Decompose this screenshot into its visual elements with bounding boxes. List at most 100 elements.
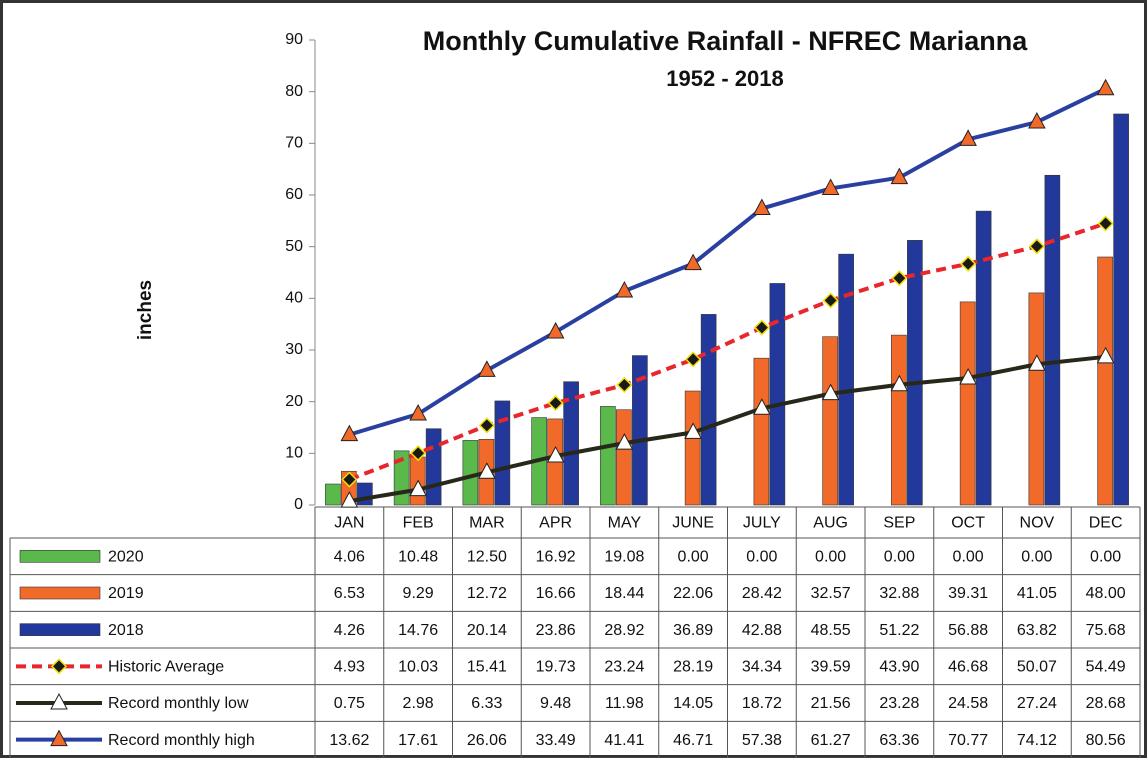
line-marker — [546, 445, 565, 463]
table-value: 0.75 — [334, 695, 365, 712]
line-marker — [821, 383, 840, 401]
table-value: 43.90 — [879, 659, 919, 676]
bar — [907, 240, 923, 506]
table-value: 14.05 — [673, 695, 713, 712]
line-marker — [753, 319, 770, 336]
table-value: 0.00 — [953, 549, 984, 566]
legend-key — [19, 586, 101, 600]
line-marker — [1096, 346, 1115, 364]
y-tick-label: 80 — [285, 83, 303, 100]
table-value: 0.00 — [746, 549, 777, 566]
table-value: 32.88 — [879, 585, 919, 602]
table-value: 24.58 — [948, 695, 988, 712]
line-marker — [478, 360, 496, 377]
legend-marker — [50, 658, 68, 675]
x-tick-label: FEB — [403, 515, 434, 532]
legend-marker — [50, 729, 68, 747]
chart-title: Monthly Cumulative Rainfall - NFREC Mari… — [423, 26, 1029, 56]
table-value: 56.88 — [948, 622, 988, 639]
bar — [494, 400, 511, 506]
bar — [357, 482, 373, 506]
table-value: 36.89 — [673, 622, 713, 639]
line-marker — [340, 424, 359, 442]
bar — [838, 253, 854, 506]
table-value: 14.76 — [398, 622, 438, 639]
legend-label: 2020 — [108, 549, 144, 566]
line-marker — [822, 292, 839, 309]
line-marker — [478, 417, 495, 434]
legend-label: 2018 — [108, 622, 144, 639]
table-value: 48.00 — [1086, 585, 1126, 602]
table-value: 6.33 — [471, 695, 502, 712]
table-value: 32.57 — [811, 585, 851, 602]
line — [349, 354, 1106, 504]
table-value: 4.06 — [334, 549, 365, 566]
table-value: 63.36 — [879, 732, 919, 749]
line-marker — [960, 255, 977, 272]
table-value: 54.49 — [1086, 659, 1126, 676]
table-value: 46.71 — [673, 732, 713, 749]
table-value: 4.93 — [334, 659, 365, 676]
line-marker — [616, 376, 633, 393]
bar — [325, 483, 341, 506]
y-tick-label: 0 — [294, 496, 303, 513]
table-value: 26.06 — [467, 732, 507, 749]
table-value: 19.73 — [536, 659, 576, 676]
line-marker — [615, 433, 634, 450]
table-value: 13.62 — [329, 732, 369, 749]
table-value: 50.07 — [1017, 659, 1057, 676]
line-marker — [340, 491, 359, 508]
table-value: 33.49 — [536, 732, 576, 749]
x-tick-label: JAN — [334, 515, 364, 532]
bar — [1044, 174, 1061, 506]
table-value: 16.92 — [536, 549, 576, 566]
line-marker — [1097, 215, 1114, 232]
table-value: 17.61 — [398, 732, 438, 749]
line-marker — [821, 178, 840, 195]
line-marker — [891, 270, 908, 287]
bar — [1097, 256, 1113, 506]
table-value: 74.12 — [1017, 732, 1057, 749]
line — [348, 221, 1107, 482]
line-marker — [959, 367, 977, 385]
line-marker — [1028, 238, 1045, 255]
table-value: 22.06 — [673, 585, 713, 602]
bar — [891, 334, 907, 506]
table-value: 10.03 — [398, 659, 438, 676]
line-marker — [684, 422, 702, 439]
table-value: 0.00 — [815, 549, 846, 566]
legend-label: 2019 — [108, 585, 144, 602]
table-value: 0.00 — [884, 549, 915, 566]
table-value: 20.14 — [467, 622, 507, 639]
line-marker — [753, 398, 771, 415]
table-value: 48.55 — [811, 622, 851, 639]
bar — [1028, 292, 1045, 506]
table-value: 11.98 — [605, 695, 644, 712]
bar — [959, 301, 976, 506]
line-marker — [615, 280, 634, 298]
bar — [600, 406, 616, 506]
table-value: 61.27 — [811, 732, 851, 749]
bar — [975, 210, 992, 506]
x-tick-label: JULY — [743, 515, 781, 532]
table-value: 23.28 — [879, 695, 919, 712]
line-marker — [409, 479, 427, 497]
x-tick-label: DEC — [1089, 515, 1123, 532]
line-marker — [1096, 78, 1115, 96]
legend-label: Record monthly low — [108, 695, 249, 712]
line-marker — [685, 351, 702, 368]
line-marker — [959, 129, 977, 146]
bar — [425, 428, 442, 506]
table-value: 28.68 — [1086, 695, 1126, 712]
line-marker — [1028, 111, 1046, 129]
legend-key — [19, 623, 101, 636]
table-value: 28.42 — [742, 585, 782, 602]
legend-label: Record monthly high — [108, 732, 255, 749]
table-value: 75.68 — [1086, 622, 1126, 639]
x-tick-label: MAR — [469, 515, 505, 532]
x-tick-label: MAY — [608, 515, 642, 532]
y-tick-label: 10 — [285, 445, 303, 462]
table-value: 18.72 — [742, 695, 782, 712]
bar — [462, 440, 479, 506]
bar — [616, 409, 632, 506]
